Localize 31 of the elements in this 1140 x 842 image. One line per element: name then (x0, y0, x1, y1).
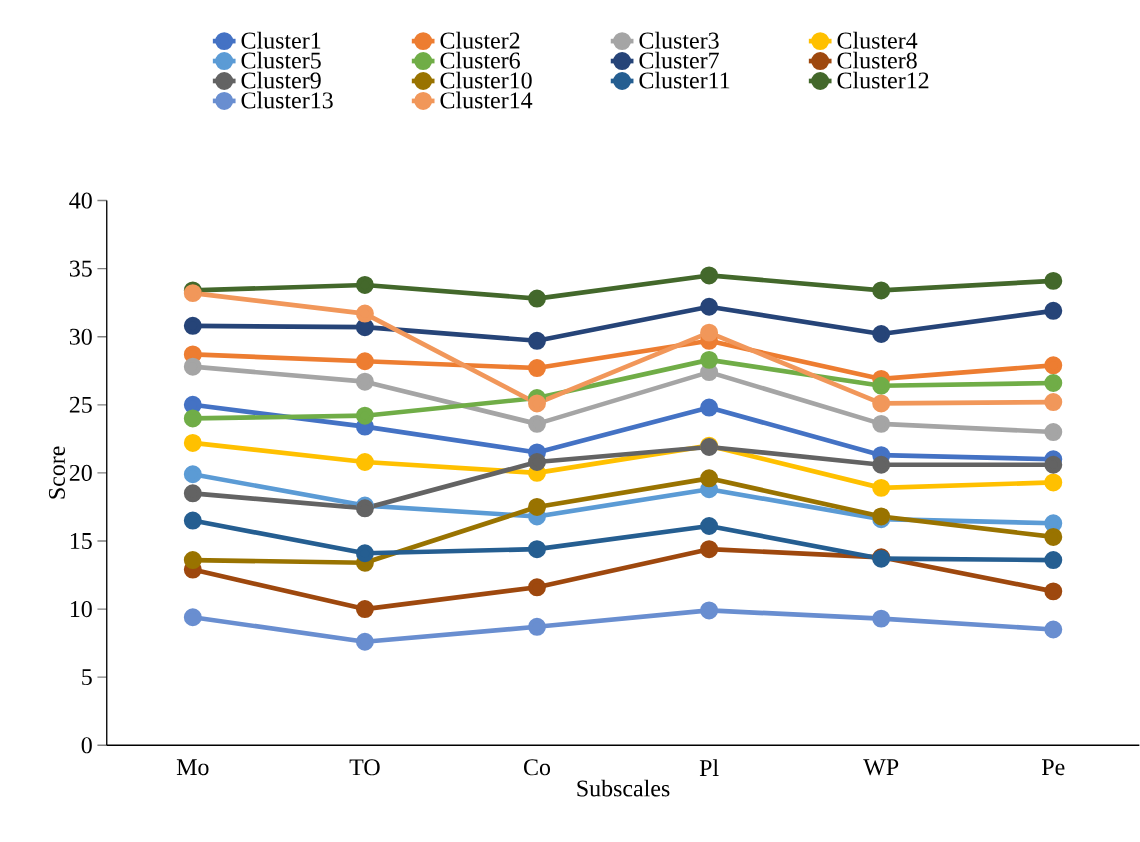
x-tick-label: Pe (1042, 759, 1065, 776)
legend-label: Cluster8 (837, 51, 917, 69)
legend-label: Cluster7 (639, 51, 719, 69)
y-tick-label: 10 (70, 600, 92, 618)
legend-label: Cluster14 (440, 91, 533, 109)
y-tick-label: 20 (69, 464, 92, 481)
legend-label: Cluster11 (639, 71, 730, 89)
legend-label: Cluster5 (241, 51, 321, 69)
x-tick-label: Pl (699, 759, 719, 776)
x-tick-label: WP (863, 759, 899, 776)
legend-label: Cluster4 (837, 31, 918, 49)
legend-label: Cluster2 (440, 31, 520, 49)
legend-label: Cluster10 (440, 71, 532, 89)
legend-label: Cluster6 (440, 51, 520, 69)
legend-label: Cluster1 (241, 31, 321, 49)
x-tick-label: Co (524, 759, 551, 776)
y-tick-label: 40 (69, 192, 92, 209)
y-axis-title: Score (48, 446, 65, 499)
legend-label: Cluster3 (639, 31, 719, 49)
legend-label: Cluster13 (241, 91, 333, 109)
x-axis-title: Subscales (577, 779, 670, 797)
x-tick-label: TO (349, 759, 380, 776)
legend-label: Cluster12 (837, 71, 929, 89)
y-tick-label: 25 (69, 396, 92, 413)
y-tick-label: 35 (69, 260, 92, 277)
y-tick-label: 0 (81, 737, 92, 754)
y-tick-label: 30 (69, 328, 92, 345)
legend-label: Cluster9 (241, 71, 321, 89)
x-tick-label: Mo (176, 759, 209, 776)
y-tick-label: 15 (70, 532, 92, 549)
y-tick-label: 5 (82, 669, 92, 686)
